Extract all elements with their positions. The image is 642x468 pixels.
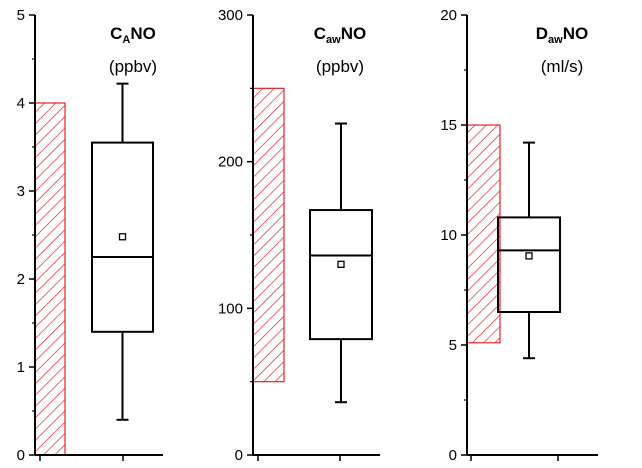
title-main: C <box>314 24 326 43</box>
panel-unit: (ppbv) <box>316 57 364 76</box>
title-main: D <box>536 24 548 43</box>
reference-range <box>252 87 285 383</box>
chart-panel-2: 0 100 200 300 CawNO (ppbv) <box>218 7 380 464</box>
panel-title: CawNO <box>314 24 366 46</box>
title-subscript: aw <box>548 34 563 46</box>
title-subscript: aw <box>326 34 341 46</box>
panel-title: CANO <box>110 24 156 46</box>
y-tick-label: 2 <box>17 271 25 288</box>
y-tick-label: 10 <box>440 227 457 244</box>
y-tick-label: 5 <box>449 337 457 354</box>
y-tick-label: 100 <box>218 300 243 317</box>
y-tick-label: 0 <box>449 447 457 463</box>
panel-title: DawNO <box>536 24 588 46</box>
title-suffix: NO <box>130 24 156 43</box>
panel-unit: (ml/s) <box>541 57 583 76</box>
reference-range <box>466 124 501 344</box>
iqr-box <box>91 141 154 333</box>
y-tick-label: 200 <box>218 154 243 171</box>
panel-unit: (ppbv) <box>109 57 157 76</box>
y-tick-label: 1 <box>17 359 25 376</box>
y-tick-label: 0 <box>235 447 243 463</box>
y-tick-label: 0 <box>17 447 25 463</box>
y-tick-label: 3 <box>17 183 25 200</box>
mean-marker <box>337 260 345 268</box>
chart-panel-3: 0 5 10 15 20 DawNO (ml/s) <box>440 7 598 464</box>
y-tick-label: 300 <box>218 7 243 24</box>
iqr-box <box>309 209 373 341</box>
iqr-box <box>497 216 561 313</box>
y-tick-label: 20 <box>440 7 457 24</box>
title-suffix: NO <box>341 24 367 43</box>
title-main: C <box>110 24 122 43</box>
y-tick-label: 15 <box>440 117 457 134</box>
title-subscript: A <box>122 34 130 46</box>
mean-marker <box>118 233 127 241</box>
title-suffix: NO <box>563 24 589 43</box>
chart-panel-1: 0 1 2 3 4 5 CANO (ppbv) <box>17 7 163 464</box>
y-tick-label: 4 <box>17 95 25 112</box>
reference-range <box>34 102 66 456</box>
y-tick-label: 5 <box>17 7 25 24</box>
mean-marker <box>525 252 533 260</box>
